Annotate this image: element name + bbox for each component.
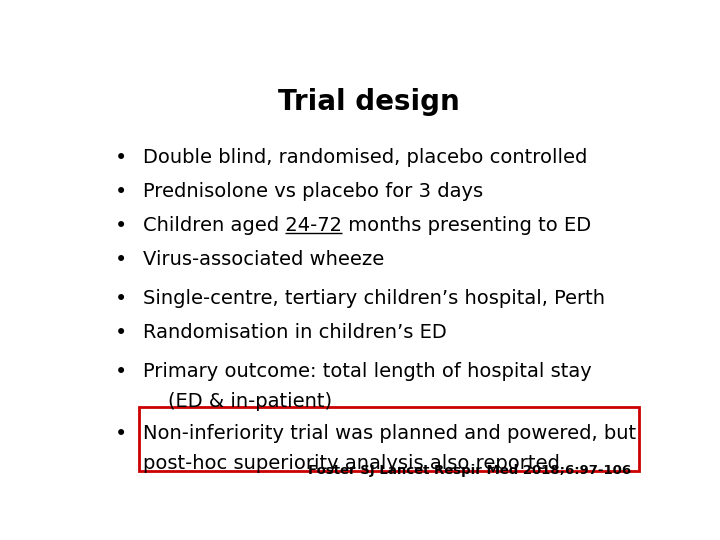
Text: Prednisolone vs placebo for 3 days: Prednisolone vs placebo for 3 days [143, 182, 483, 201]
Text: Foster SJ Lancet Respir Med 2018;6:97-106: Foster SJ Lancet Respir Med 2018;6:97-10… [308, 464, 631, 477]
Text: Single-centre, tertiary children’s hospital, Perth: Single-centre, tertiary children’s hospi… [143, 289, 605, 308]
Text: Non-inferiority trial was planned and powered, but: Non-inferiority trial was planned and po… [143, 424, 636, 443]
Text: •: • [114, 250, 127, 270]
Text: Virus-associated wheeze: Virus-associated wheeze [143, 250, 384, 269]
Text: Children aged 24-72 months presenting to ED: Children aged 24-72 months presenting to… [143, 216, 591, 235]
Text: (ED & in-patient): (ED & in-patient) [143, 392, 332, 411]
Text: •: • [114, 148, 127, 168]
Text: •: • [114, 424, 127, 444]
Text: •: • [114, 182, 127, 202]
Text: post-hoc superiority analysis also reported: post-hoc superiority analysis also repor… [143, 454, 560, 474]
Text: Trial design: Trial design [278, 87, 460, 116]
Text: •: • [114, 289, 127, 309]
Text: Double blind, randomised, placebo controlled: Double blind, randomised, placebo contro… [143, 148, 588, 167]
Text: •: • [114, 216, 127, 236]
Text: Primary outcome: total length of hospital stay: Primary outcome: total length of hospita… [143, 362, 592, 381]
Text: •: • [114, 323, 127, 343]
Text: Randomisation in children’s ED: Randomisation in children’s ED [143, 323, 446, 342]
Text: •: • [114, 362, 127, 382]
